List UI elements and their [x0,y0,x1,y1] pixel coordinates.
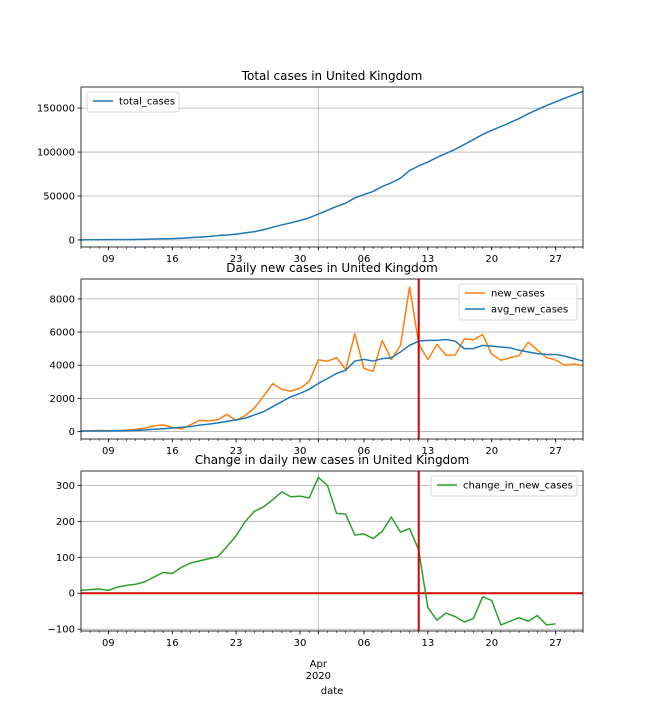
x-tick-label: 13 [421,446,434,457]
y-tick-label: −100 [48,625,75,636]
y-tick-label: 200 [56,517,75,528]
y-tick-label: 8000 [50,294,75,305]
x-tick-label: 27 [549,254,562,265]
legend-box [458,283,578,321]
legend: new_cases avg_new_cases [458,283,578,321]
x-tick-label: 16 [166,446,179,457]
x-tick-label: 27 [549,446,562,457]
x-tick-label: 16 [166,638,179,649]
y-tick-label: 0 [69,235,75,246]
legend-entry: avg_new_cases [491,305,568,316]
x-tick-label: 30 [294,638,307,649]
legend-entry: change_in_new_cases [463,481,573,492]
y-tick-label: 0 [69,427,75,438]
plot-frame [80,470,584,632]
x-tick-label: 20 [485,446,498,457]
y-tick-label: 100000 [37,148,75,159]
series-line-change-in-new-cases [80,476,556,626]
legend: total_cases [86,91,180,113]
x-tick-label: 20 [485,638,498,649]
y-tick-label: 100 [56,553,75,564]
chart-title: Daily new cases in United Kingdom [226,261,438,275]
y-tick-label: 50000 [43,192,75,203]
y-tick-label: 6000 [50,328,75,339]
x-tick-label: 06 [358,254,371,265]
y-tick-label: 150000 [37,104,75,115]
x-tick-label: 30 [294,446,307,457]
series-line-new-cases [80,286,584,432]
x-tick-label: 09 [102,638,115,649]
x-tick-label: 20 [485,254,498,265]
x-tick-label: 27 [549,638,562,649]
legend-box [430,475,578,497]
x-axis-label: date [321,686,344,697]
x-tick-label: 30 [294,254,307,265]
x-tick-label: 09 [102,446,115,457]
x-tick-label-month: Apr 2020 [306,659,331,682]
chart-title: Total cases in United Kingdom [241,69,423,83]
x-tick-label: 16 [166,254,179,265]
legend-entry: total_cases [119,97,175,108]
legend: change_in_new_cases [430,475,578,497]
y-tick-label: 0 [69,589,75,600]
x-tick-label: 13 [421,254,434,265]
x-tick-label: 06 [358,638,371,649]
x-tick-label: 09 [102,254,115,265]
legend-entry: new_cases [491,289,545,300]
x-tick-label: 13 [421,638,434,649]
chart-title: Change in daily new cases in United King… [195,453,469,467]
chart-panel-3: −100 0 100 200 300 Change in daily new cases … [48,453,584,697]
chart-panel-2: 0 2000 4000 6000 8000 Daily new cases in Unit… [50,261,584,457]
x-tick-label: 06 [358,446,371,457]
x-tick-label: 23 [230,638,243,649]
series-line-avg-new-cases [80,338,584,432]
x-tick-label: 23 [230,446,243,457]
y-tick-label: 2000 [50,394,75,405]
series-line-total-cases [80,90,584,241]
legend-box [86,91,180,113]
plot-frame [80,278,584,440]
plot-frame [80,86,584,248]
x-tick-label: 23 [230,254,243,265]
y-tick-label: 300 [56,481,75,492]
y-tick-label: 4000 [50,361,75,372]
chart-panel-1: 0 50000 100000 150000 Total cases in United … [37,69,584,265]
